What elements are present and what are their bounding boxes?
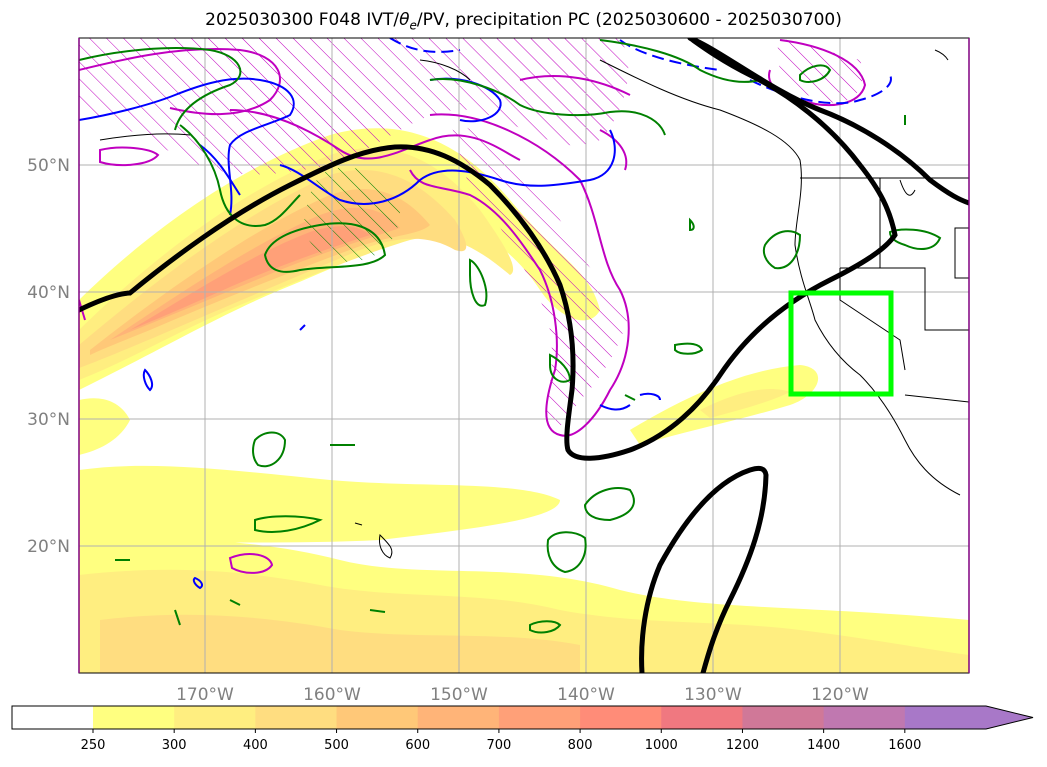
title-prefix: 2025030300 F048 IVT/	[205, 10, 400, 30]
colorbar-segment	[661, 706, 743, 729]
title-suffix: /PV, precipitation PC (2025030600 - 2025…	[416, 10, 842, 30]
lon-tick-label: 160°W	[303, 685, 361, 705]
colorbar-tick-label: 300	[162, 738, 187, 753]
colorbar-under-segment	[12, 706, 93, 729]
colorbar-tick-label: 800	[568, 738, 593, 753]
colorbar-segment	[580, 706, 662, 729]
title-theta: θ	[399, 10, 410, 30]
target-region-box	[788, 290, 894, 397]
colorbar-segment	[255, 706, 338, 729]
colorbar: 250 300 400 500 600 700 800 1000 1200 1400 1600	[11, 705, 1034, 753]
colorbar-segment	[174, 706, 256, 729]
colorbar-tick-label: 1600	[888, 738, 921, 753]
colorbar-tick-label: 500	[324, 738, 349, 753]
green-contours	[79, 39, 942, 634]
lat-tick-label: 30°N	[27, 410, 70, 430]
chart-title: 2025030300 F048 IVT/θe/PV, precipitation…	[0, 10, 1047, 32]
lon-tick-label: 120°W	[811, 685, 869, 705]
lat-tick-label: 50°N	[27, 156, 70, 176]
colorbar-tick-label: 1000	[645, 738, 678, 753]
colorbar-tick-label: 600	[405, 738, 430, 753]
map-layers	[79, 38, 969, 673]
colorbar-segment	[93, 706, 175, 729]
lon-tick-label: 170°W	[176, 685, 234, 705]
colorbar-outline	[11, 705, 1034, 730]
lon-tick-label: 130°W	[684, 685, 742, 705]
colorbar-tick-label: 700	[486, 738, 511, 753]
title-theta-sub: e	[409, 18, 417, 33]
lon-tick-label: 150°W	[430, 685, 488, 705]
lat-tick-label: 40°N	[27, 283, 70, 303]
colorbar-segment	[742, 706, 825, 729]
pv-hatching	[79, 38, 863, 431]
ivt-axis-lines	[79, 38, 969, 673]
colorbar-tick-label: 250	[81, 738, 106, 753]
colorbar-extend-arrow	[986, 706, 1033, 729]
coastlines	[99, 49, 969, 559]
lon-tick-labels: 170°W 160°W 150°W 140°W 130°W 120°W	[176, 685, 869, 705]
lon-tick-label: 140°W	[557, 685, 615, 705]
lat-tick-labels: 50°N 40°N 30°N 20°N	[27, 156, 70, 557]
lat-tick-label: 20°N	[27, 537, 70, 557]
colorbar-segment	[904, 706, 987, 729]
colorbar-segment	[823, 706, 906, 729]
colorbar-segment	[417, 706, 500, 729]
colorbar-tick-label: 400	[243, 738, 268, 753]
colorbar-tick-label: 1200	[726, 738, 759, 753]
colorbar-segment	[498, 706, 581, 729]
colorbar-tick-label: 1400	[807, 738, 840, 753]
colorbar-segment	[336, 706, 419, 729]
